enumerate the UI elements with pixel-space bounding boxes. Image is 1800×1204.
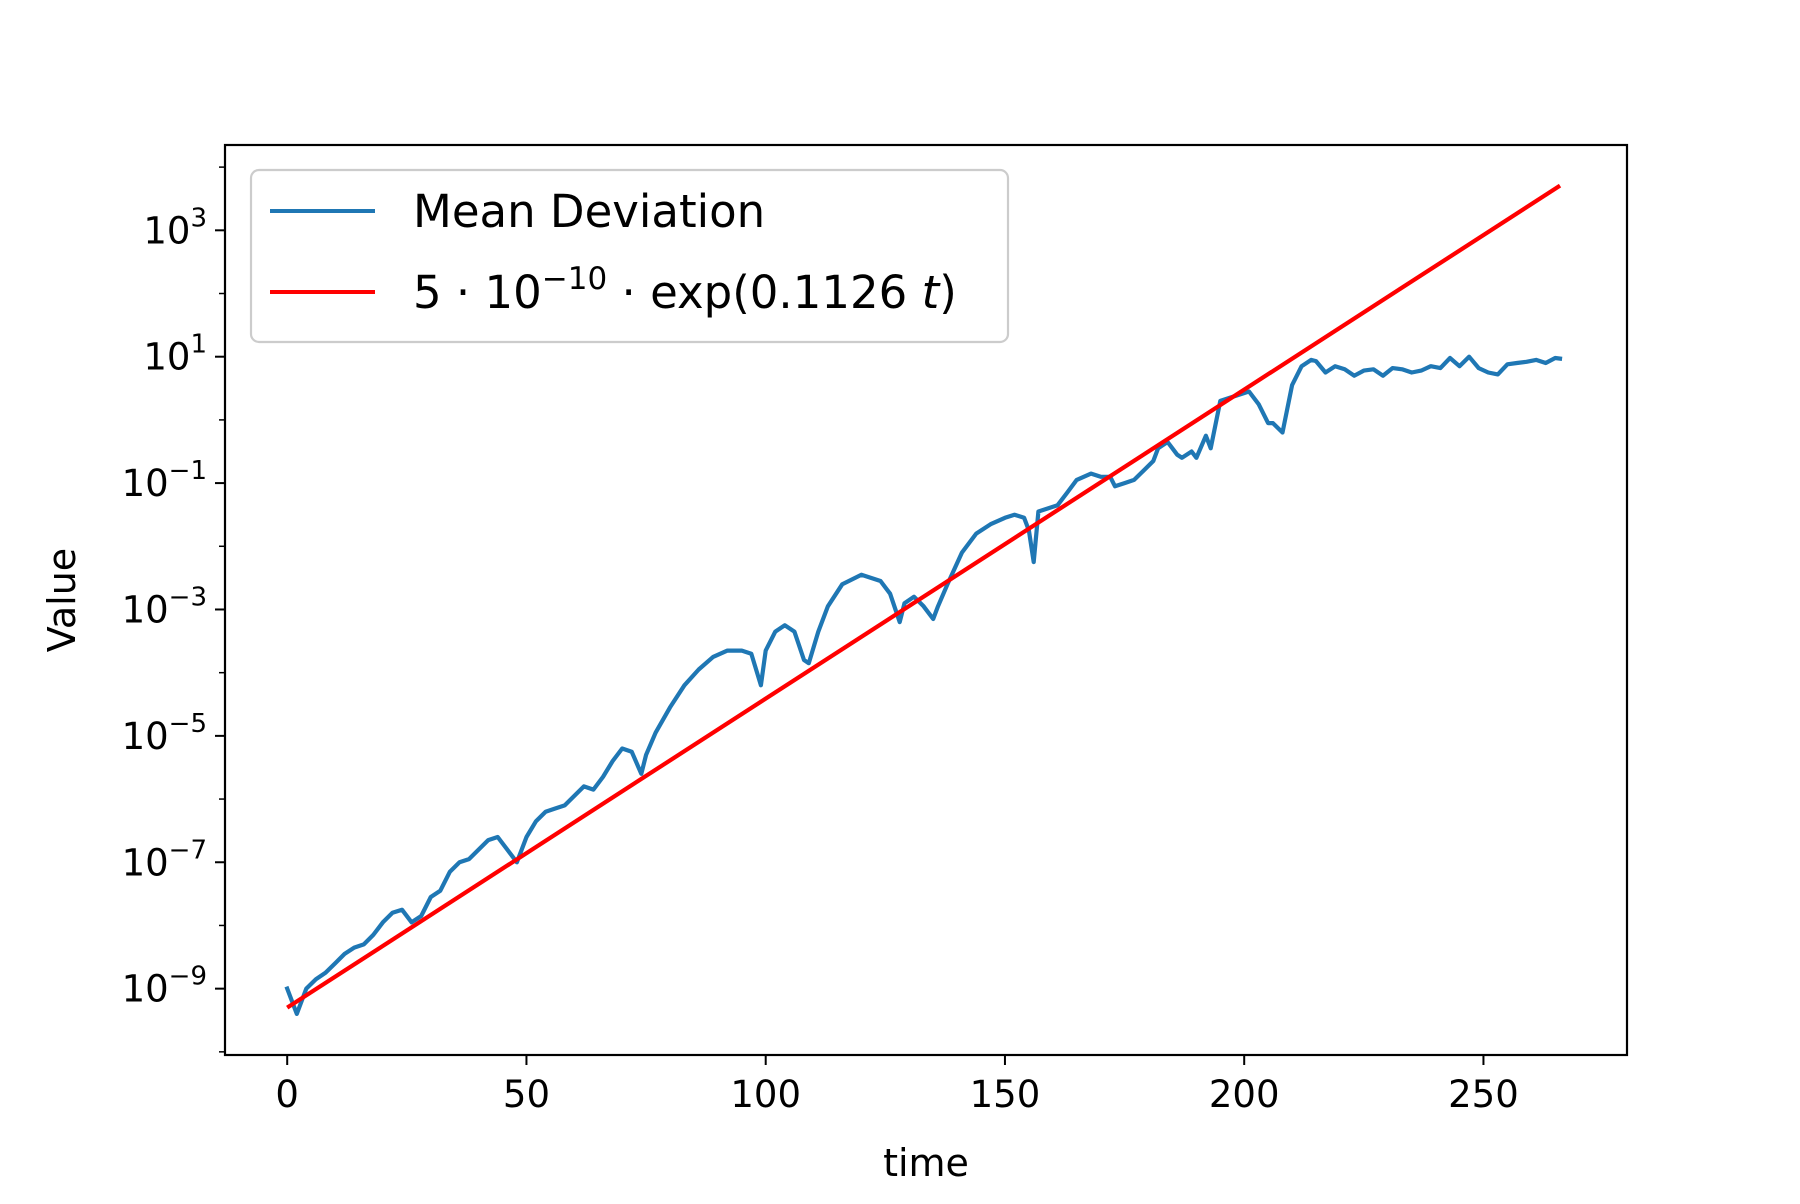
y-tick-exponent: −7 bbox=[169, 835, 207, 865]
y-tick-exponent: −5 bbox=[169, 709, 207, 739]
y-tick-exponent: 3 bbox=[190, 203, 207, 233]
y-tick-label: 10−7 bbox=[122, 835, 207, 884]
y-tick-label: 10−3 bbox=[122, 582, 207, 631]
y-tick-base: 10 bbox=[122, 462, 169, 505]
series-line-mean-deviation bbox=[284, 354, 1563, 1017]
y-tick-exponent: −1 bbox=[169, 456, 207, 486]
y-tick-exponent: 1 bbox=[190, 330, 207, 360]
legend-label-mean-deviation: Mean Deviation bbox=[413, 185, 765, 238]
legend-label-exp-fit: 5 · 10−10 · exp(0.1126 t) bbox=[413, 261, 957, 319]
y-tick-base: 10 bbox=[122, 841, 169, 884]
legend-formula-variable: t bbox=[922, 266, 942, 319]
y-tick-base: 10 bbox=[122, 588, 169, 631]
y-tick-base: 10 bbox=[143, 209, 190, 252]
x-tick-label: 150 bbox=[970, 1073, 1041, 1116]
y-tick-base: 10 bbox=[122, 968, 169, 1011]
legend: Mean Deviation 5 · 10−10 · exp(0.1126 t) bbox=[249, 168, 1010, 344]
x-axis-ticks: 0 50 100 150 200 250 bbox=[275, 1055, 1519, 1116]
x-axis-label: time bbox=[883, 1141, 969, 1185]
x-tick-label: 200 bbox=[1209, 1073, 1280, 1116]
x-tick-label: 50 bbox=[503, 1073, 550, 1116]
series-line-exp-fit bbox=[286, 183, 1562, 1010]
y-tick-label: 101 bbox=[143, 330, 207, 379]
series-layer bbox=[284, 183, 1563, 1017]
y-tick-label: 103 bbox=[143, 203, 207, 252]
y-axis-label: Value bbox=[40, 548, 84, 652]
legend-formula-middle: · exp(0.1126 bbox=[607, 266, 921, 319]
y-tick-label: 10−1 bbox=[122, 456, 207, 505]
y-tick-label: 10−5 bbox=[122, 709, 207, 758]
x-tick-label: 0 bbox=[275, 1073, 299, 1116]
y-tick-exponent: −3 bbox=[169, 582, 207, 612]
legend-formula-suffix: ) bbox=[939, 266, 957, 319]
plot-frame bbox=[223, 143, 1629, 1057]
x-tick-label: 250 bbox=[1448, 1073, 1519, 1116]
y-tick-base: 10 bbox=[143, 336, 190, 379]
y-tick-base: 10 bbox=[122, 715, 169, 758]
legend-box bbox=[249, 168, 1010, 344]
legend-formula-prefix: 5 · 10 bbox=[413, 266, 542, 319]
y-tick-label: 10−9 bbox=[122, 962, 207, 1011]
y-tick-exponent: −9 bbox=[169, 962, 207, 992]
x-tick-label: 100 bbox=[730, 1073, 801, 1116]
legend-formula-exponent: −10 bbox=[542, 261, 607, 297]
